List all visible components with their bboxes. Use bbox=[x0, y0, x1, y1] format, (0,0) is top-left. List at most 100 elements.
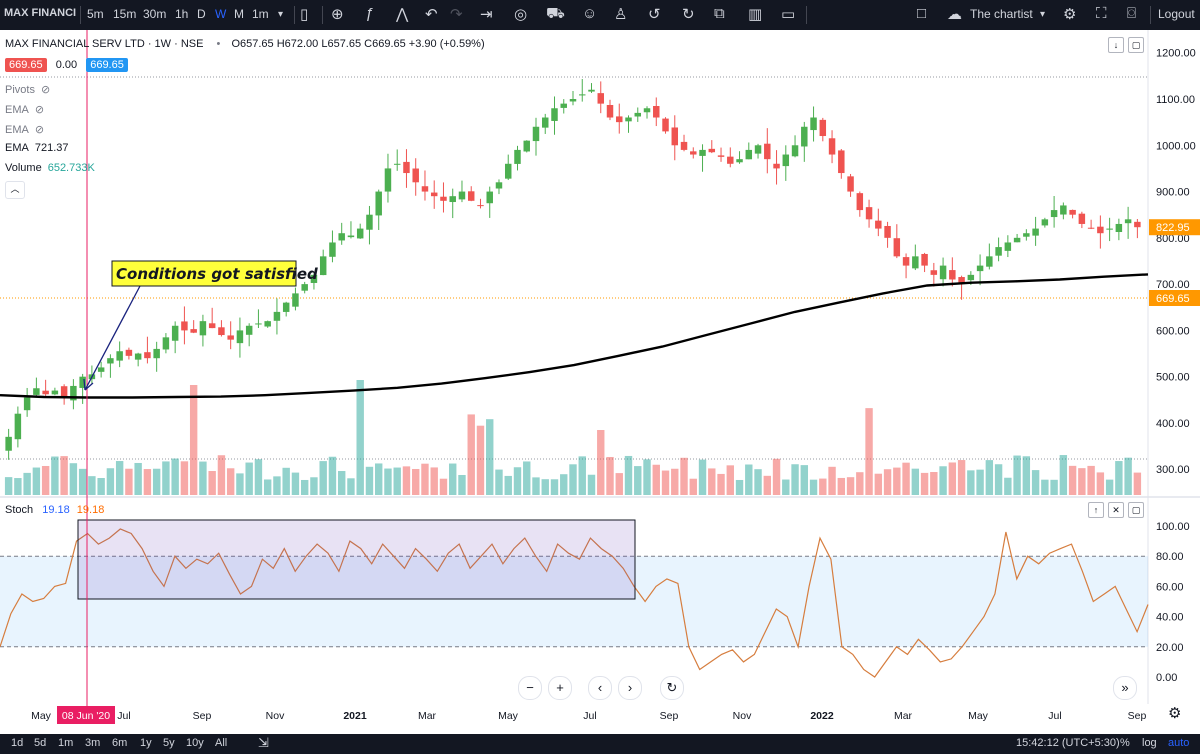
toggle-auto[interactable]: auto bbox=[1168, 737, 1190, 749]
move-down-button[interactable]: ↓ bbox=[1108, 37, 1124, 53]
add-indicator-icon[interactable]: ⊕ bbox=[331, 6, 344, 23]
range-3m[interactable]: 3m bbox=[85, 737, 101, 749]
grid bbox=[0, 30, 1200, 704]
range-5y[interactable]: 5y bbox=[163, 737, 175, 749]
goto-date-icon[interactable]: ⇲ bbox=[258, 735, 269, 750]
trade-icon[interactable]: ⧉ bbox=[714, 5, 725, 22]
toggle-log[interactable]: log bbox=[1142, 737, 1157, 749]
refresh-icon[interactable]: ↻ bbox=[682, 6, 695, 23]
fx-icon[interactable]: ƒ bbox=[365, 5, 374, 22]
volume-bar bbox=[236, 473, 244, 495]
candle-body bbox=[1106, 228, 1113, 230]
scroll-right-button[interactable]: › bbox=[618, 676, 642, 700]
chevron-down-icon[interactable]: ▾ bbox=[278, 9, 284, 20]
range-1y[interactable]: 1y bbox=[140, 737, 152, 749]
volume-bar bbox=[902, 462, 910, 495]
highlight-rectangle bbox=[77, 519, 636, 600]
candle-body bbox=[810, 117, 817, 131]
move-up-button[interactable]: ↑ bbox=[1088, 502, 1104, 518]
close-pane-button[interactable]: ✕ bbox=[1108, 502, 1124, 518]
screen-icon[interactable]: ▭ bbox=[781, 6, 796, 23]
interval-W[interactable]: W bbox=[215, 7, 227, 21]
zoom-in-button[interactable]: + bbox=[548, 676, 572, 700]
settings-gear-icon[interactable]: ⚙ bbox=[1168, 705, 1182, 722]
chevron-down-icon[interactable]: ▾ bbox=[1040, 9, 1046, 20]
volume-bar bbox=[495, 469, 503, 495]
templates-icon[interactable]: ⋀ bbox=[396, 6, 409, 23]
layout-icon[interactable]: □ bbox=[917, 5, 927, 22]
interval-1m[interactable]: 1m bbox=[252, 7, 269, 21]
redo-icon[interactable]: ↷ bbox=[450, 6, 463, 23]
chart-background bbox=[0, 30, 1200, 734]
interval-M[interactable]: M bbox=[234, 7, 244, 21]
symbol-search[interactable]: MAX FINANCI bbox=[4, 7, 77, 19]
interval-1h[interactable]: 1h bbox=[175, 7, 189, 21]
theme-name[interactable]: The chartist bbox=[970, 7, 1033, 21]
cart-icon[interactable]: ⛟ bbox=[546, 5, 565, 22]
volume-bar bbox=[726, 465, 734, 495]
indicator-ema[interactable]: EMA 721.37 bbox=[5, 142, 69, 154]
range-10y[interactable]: 10y bbox=[186, 737, 204, 749]
range-All[interactable]: All bbox=[215, 737, 228, 749]
candle-body bbox=[412, 168, 419, 183]
sell-price[interactable]: 669.65 bbox=[5, 58, 47, 72]
zoom-out-button[interactable]: − bbox=[518, 676, 542, 700]
range-1d[interactable]: 1d bbox=[11, 737, 24, 749]
stoch-label[interactable]: Stoch bbox=[5, 504, 34, 516]
chart-canvas[interactable]: 1200.00 1100.00 1000.00 900.00 800.00 700.00 6… bbox=[0, 30, 1200, 734]
maximize-pane-button[interactable]: ▢ bbox=[1128, 502, 1144, 518]
indicator-ema[interactable]: EMA ⊘ bbox=[5, 103, 44, 116]
candle-body bbox=[791, 145, 799, 157]
volume-bar bbox=[597, 430, 605, 495]
volume-bar bbox=[772, 458, 781, 495]
user-icon[interactable]: ☺ bbox=[582, 5, 598, 22]
volume-bar bbox=[23, 472, 31, 495]
user-settings-icon[interactable]: ♙ bbox=[614, 6, 628, 23]
volume-bar bbox=[365, 466, 374, 495]
buy-price[interactable]: 669.65 bbox=[86, 58, 128, 72]
gear-icon[interactable]: ⚙ bbox=[1063, 6, 1077, 23]
indicator-pivots[interactable]: Pivots ⊘ bbox=[5, 83, 50, 96]
reset-chart-button[interactable]: ↻ bbox=[660, 676, 684, 700]
candle-body bbox=[338, 233, 345, 241]
indicator-ema[interactable]: EMA ⊘ bbox=[5, 123, 44, 136]
candlestick-icon[interactable]: ▯ bbox=[300, 6, 309, 23]
reset-icon[interactable]: ↺ bbox=[648, 6, 661, 23]
indicator-volume[interactable]: Volume 652.733K bbox=[5, 162, 95, 174]
interval-30m[interactable]: 30m bbox=[143, 7, 167, 21]
scroll-left-button[interactable]: ‹ bbox=[588, 676, 612, 700]
range-5d[interactable]: 5d bbox=[34, 737, 47, 749]
maximize-pane-button[interactable]: ▢ bbox=[1128, 37, 1144, 53]
annotation-layer: Conditions got satisfied bbox=[77, 30, 636, 706]
time-tick-label: May bbox=[31, 710, 52, 722]
stoch-k-line bbox=[0, 528, 1149, 678]
fullscreen-icon[interactable]: ⛶ bbox=[1096, 5, 1107, 22]
replay-icon[interactable]: ◎ bbox=[514, 6, 528, 23]
candle-body bbox=[171, 325, 179, 341]
candle-body bbox=[523, 140, 530, 152]
range-1m[interactable]: 1m bbox=[58, 737, 74, 749]
range-6m[interactable]: 6m bbox=[112, 737, 128, 749]
candle-body bbox=[227, 335, 234, 340]
collapse-legend-button[interactable]: ︿ bbox=[5, 181, 25, 199]
legend-title[interactable]: MAX FINANCIAL SERV LTD · 1W · NSE bbox=[5, 38, 204, 50]
volume-bar bbox=[402, 466, 411, 495]
volume-bar bbox=[421, 463, 429, 495]
candle-body bbox=[690, 151, 697, 155]
logout-button[interactable]: Logout bbox=[1158, 7, 1195, 21]
alert-icon[interactable]: ⇥ bbox=[480, 6, 493, 23]
volume-bar bbox=[948, 462, 957, 495]
volume-bar bbox=[337, 471, 346, 495]
toggle-%[interactable]: % bbox=[1120, 737, 1130, 749]
time-tick-label: Nov bbox=[733, 710, 752, 722]
candle-body bbox=[680, 141, 688, 150]
interval-5m[interactable]: 5m bbox=[87, 7, 104, 21]
cloud-icon[interactable]: ☁ bbox=[947, 6, 962, 23]
calc-icon[interactable]: ▥ bbox=[748, 6, 763, 23]
scroll-to-realtime-button[interactable]: » bbox=[1113, 676, 1137, 700]
candle-body bbox=[458, 191, 466, 200]
interval-15m[interactable]: 15m bbox=[113, 7, 137, 21]
interval-D[interactable]: D bbox=[197, 7, 206, 21]
camera-icon[interactable]: ⌼ bbox=[1127, 5, 1137, 22]
undo-icon[interactable]: ↶ bbox=[425, 6, 438, 23]
